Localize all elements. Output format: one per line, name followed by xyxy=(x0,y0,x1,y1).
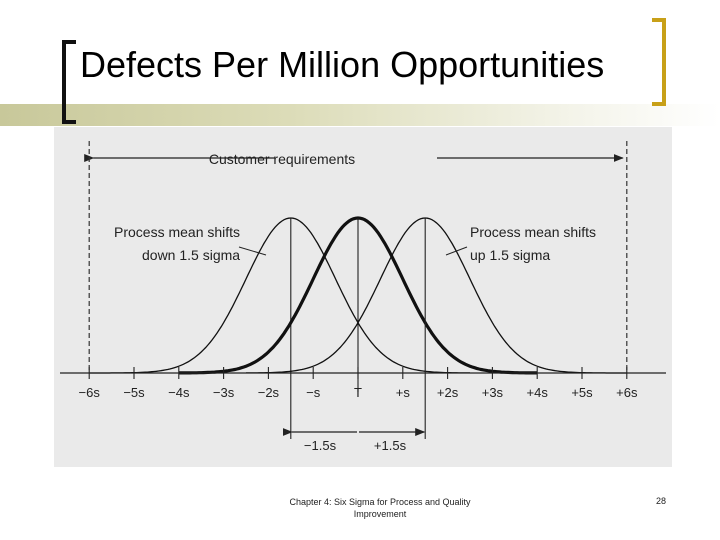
axis-tick-label: −4s xyxy=(168,385,190,400)
distribution-curves xyxy=(89,216,627,439)
axis-tick-label: −3s xyxy=(213,385,235,400)
axis-tick-label: +2s xyxy=(437,385,459,400)
page-number: 28 xyxy=(656,496,667,506)
shift-right-label: +1.5s xyxy=(374,438,407,453)
axis-tick-label: +6s xyxy=(616,385,638,400)
footer-line-2: Improvement xyxy=(353,509,407,519)
title-underline-band xyxy=(0,104,720,126)
shift-down-label-line1: Process mean shifts xyxy=(114,224,240,240)
shift-up-pointer xyxy=(445,246,468,256)
axis-tick-label: +4s xyxy=(527,385,549,400)
shift-left-label: −1.5s xyxy=(304,438,337,453)
shift-down-label-line2: down 1.5 sigma xyxy=(142,247,240,263)
slide-title: Defects Per Million Opportunities xyxy=(80,44,605,85)
axis-tick-label: +s xyxy=(396,385,411,400)
six-sigma-diagram: −6s −5s −4s −3s −2s −s T +s +2s +3s +4s +5s +6s Cust… xyxy=(60,141,666,453)
sigma-axis: −6s −5s −4s −3s −2s −s T +s +2s +3s +4s +5s +6s xyxy=(60,367,666,400)
axis-tick-label: T xyxy=(354,385,362,400)
customer-requirements-label: Customer requirements xyxy=(209,151,355,167)
distribution-curve-1 xyxy=(89,217,470,374)
axis-tick-label: −6s xyxy=(79,385,101,400)
shift-down-pointer xyxy=(238,246,267,256)
axis-tick-label: −2s xyxy=(258,385,280,400)
axis-tick-label: +5s xyxy=(571,385,593,400)
distribution-curve-3 xyxy=(246,217,627,374)
right-bracket-decoration xyxy=(652,18,666,106)
footer-line-1: Chapter 4: Six Sigma for Process and Qua… xyxy=(289,497,471,507)
slide-footer: Chapter 4: Six Sigma for Process and Qua… xyxy=(258,496,502,520)
axis-tick-label: +3s xyxy=(482,385,504,400)
axis-tick-label: −5s xyxy=(123,385,145,400)
shift-up-label-line1: Process mean shifts xyxy=(470,224,596,240)
axis-tick-label: −s xyxy=(306,385,321,400)
shift-up-label-line2: up 1.5 sigma xyxy=(470,247,550,263)
six-sigma-figure: −6s −5s −4s −3s −2s −s T +s +2s +3s +4s +5s +6s Cust… xyxy=(54,127,672,467)
left-bracket-decoration xyxy=(62,40,76,124)
